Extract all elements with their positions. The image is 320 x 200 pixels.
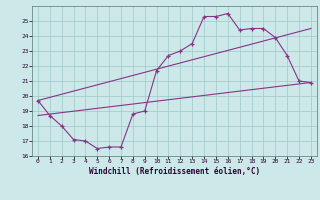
X-axis label: Windchill (Refroidissement éolien,°C): Windchill (Refroidissement éolien,°C): [89, 167, 260, 176]
